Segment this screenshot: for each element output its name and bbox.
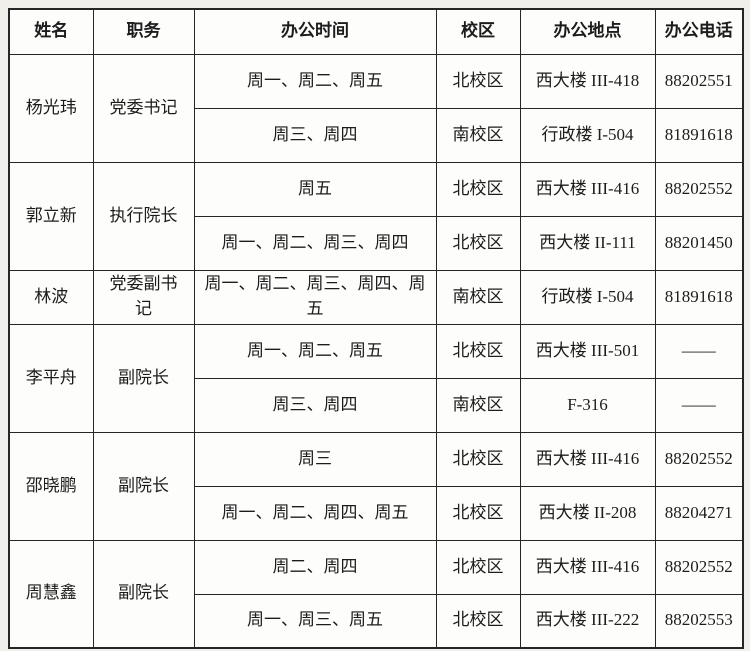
- table-row: 周三、周四 南校区 行政楼 I-504 81891618: [9, 107, 744, 163]
- name-cell: 林波: [8, 269, 94, 325]
- campus-cell: 北校区: [435, 215, 521, 271]
- table-row: 杨光玮 党委书记 周一、周二、周五 北校区 西大楼 III-418 882025…: [8, 53, 744, 163]
- table-row: 郭立新 执行院长 周五 北校区 西大楼 III-416 88202552: [8, 161, 744, 271]
- time-cell: 周一、周二、周五: [193, 323, 437, 379]
- phone-cell: 88202551: [654, 53, 744, 109]
- title-cell: 党委副书记: [92, 269, 195, 325]
- location-cell: 西大楼 III-416: [519, 161, 656, 217]
- header-phone: 办公电话: [654, 8, 744, 55]
- phone-cell: 88201450: [654, 215, 744, 271]
- location-cell: 西大楼 III-501: [519, 323, 656, 379]
- campus-cell: 北校区: [435, 431, 521, 487]
- phone-cell: ——: [654, 377, 744, 433]
- table-row: 周一、周二、周四、周五 北校区 西大楼 II-208 88204271: [9, 485, 744, 541]
- table-row: 李平舟 副院长 周一、周二、周五 北校区 西大楼 III-501 ——: [8, 323, 744, 433]
- location-cell: F-316: [519, 377, 656, 433]
- header-time: 办公时间: [193, 8, 437, 55]
- time-cell: 周一、周二、周三、周四: [193, 215, 437, 271]
- campus-cell: 南校区: [435, 377, 521, 433]
- table-row: 邵晓鹏 副院长 周三 北校区 西大楼 III-416 88202552: [8, 431, 744, 541]
- title-cell: 副院长: [92, 323, 195, 433]
- time-cell: 周三、周四: [193, 377, 437, 433]
- time-cell: 周二、周四: [193, 539, 437, 595]
- location-cell: 西大楼 III-416: [519, 431, 656, 487]
- table-row: 周慧鑫 副院长 周二、周四 北校区 西大楼 III-416 88202552: [8, 539, 744, 649]
- campus-cell: 北校区: [435, 593, 521, 649]
- title-cell: 执行院长: [92, 161, 195, 271]
- campus-cell: 北校区: [435, 323, 521, 379]
- phone-cell: 88202552: [654, 539, 744, 595]
- name-cell: 周慧鑫: [8, 539, 94, 649]
- table-row: 周一、周二、周三、周四 北校区 西大楼 II-111 88201450: [9, 215, 744, 271]
- location-cell: 西大楼 III-418: [519, 53, 656, 109]
- campus-cell: 北校区: [435, 539, 521, 595]
- title-cell: 党委书记: [92, 53, 195, 163]
- phone-cell: 81891618: [654, 107, 744, 163]
- phone-cell: ——: [654, 323, 744, 379]
- title-cell: 副院长: [92, 431, 195, 541]
- phone-cell: 88202552: [654, 161, 744, 217]
- name-cell: 郭立新: [8, 161, 94, 271]
- phone-cell: 88202552: [654, 431, 744, 487]
- campus-cell: 北校区: [435, 53, 521, 109]
- table-row: 周一、周三、周五 北校区 西大楼 III-222 88202553: [9, 593, 744, 649]
- campus-cell: 北校区: [435, 161, 521, 217]
- time-cell: 周五: [193, 161, 437, 217]
- phone-cell: 81891618: [654, 269, 744, 325]
- table-row: 周三、周四 南校区 F-316 ——: [9, 377, 744, 433]
- name-cell: 杨光玮: [8, 53, 94, 163]
- title-cell: 副院长: [92, 539, 195, 649]
- time-cell: 周三、周四: [193, 107, 437, 163]
- location-cell: 行政楼 I-504: [519, 269, 656, 325]
- location-cell: 行政楼 I-504: [519, 107, 656, 163]
- phone-cell: 88204271: [654, 485, 744, 541]
- header-name: 姓名: [8, 8, 94, 55]
- name-cell: 李平舟: [8, 323, 94, 433]
- campus-cell: 南校区: [435, 107, 521, 163]
- time-cell: 周一、周二、周五: [193, 53, 437, 109]
- time-cell: 周一、周三、周五: [193, 593, 437, 649]
- name-cell: 邵晓鹏: [8, 431, 94, 541]
- time-cell: 周三: [193, 431, 437, 487]
- header-location: 办公地点: [519, 8, 656, 55]
- location-cell: 西大楼 III-222: [519, 593, 656, 649]
- table-row: 林波 党委副书记 周一、周二、周三、周四、周五 南校区 行政楼 I-504 81…: [8, 269, 744, 325]
- office-hours-table: 姓名 职务 办公时间 校区 办公地点 办公电话 杨光玮 党委书记 周一、周二、周…: [8, 8, 744, 649]
- time-cell: 周一、周二、周四、周五: [193, 485, 437, 541]
- header-row: 姓名 职务 办公时间 校区 办公地点 办公电话: [8, 8, 744, 55]
- time-cell: 周一、周二、周三、周四、周五: [193, 269, 437, 325]
- location-cell: 西大楼 II-111: [519, 215, 656, 271]
- header-campus: 校区: [435, 8, 521, 55]
- header-title: 职务: [92, 8, 195, 55]
- location-cell: 西大楼 II-208: [519, 485, 656, 541]
- campus-cell: 北校区: [435, 485, 521, 541]
- phone-cell: 88202553: [654, 593, 744, 649]
- campus-cell: 南校区: [435, 269, 521, 325]
- location-cell: 西大楼 III-416: [519, 539, 656, 595]
